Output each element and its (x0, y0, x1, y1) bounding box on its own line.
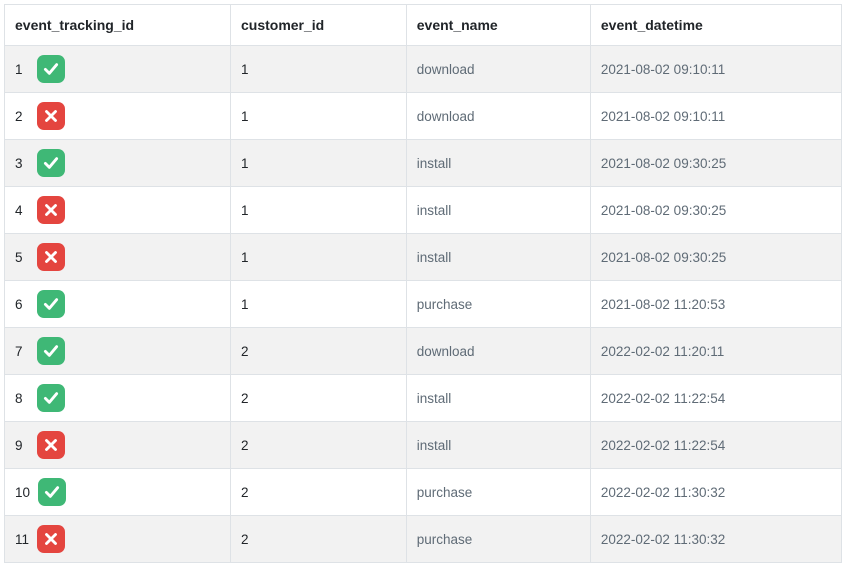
column-header-customer-id: customer_id (230, 5, 406, 46)
row-id: 11 (15, 532, 29, 547)
check-icon (38, 478, 66, 506)
cell-event-datetime: 2022-02-02 11:20:11 (590, 328, 841, 375)
cell-event-tracking-id: 3 (5, 140, 231, 187)
cell-event-datetime: 2022-02-02 11:22:54 (590, 375, 841, 422)
row-id: 2 (15, 109, 29, 124)
cell-event-name: purchase (406, 281, 590, 328)
cell-customer-id: 1 (230, 93, 406, 140)
table-row: 10 2purchase2022-02-02 11:30:32 (5, 469, 842, 516)
check-icon (37, 337, 65, 365)
cell-event-datetime: 2022-02-02 11:22:54 (590, 422, 841, 469)
row-id: 10 (15, 485, 30, 500)
cell-event-tracking-id: 6 (5, 281, 231, 328)
row-id: 4 (15, 203, 29, 218)
cell-event-name: purchase (406, 469, 590, 516)
cross-icon (37, 431, 65, 459)
cell-customer-id: 1 (230, 46, 406, 93)
cell-event-tracking-id: 4 (5, 187, 231, 234)
column-header-event-tracking-id: event_tracking_id (5, 5, 231, 46)
row-id: 5 (15, 250, 29, 265)
column-header-event-name: event_name (406, 5, 590, 46)
cell-event-tracking-id: 8 (5, 375, 231, 422)
cell-event-datetime: 2021-08-02 11:20:53 (590, 281, 841, 328)
table-row: 6 1purchase2021-08-02 11:20:53 (5, 281, 842, 328)
table-body: 11download2021-08-02 09:10:1121download2… (5, 46, 842, 563)
table-row: 2 1download2021-08-02 09:10:11 (5, 93, 842, 140)
cell-customer-id: 2 (230, 422, 406, 469)
cell-customer-id: 2 (230, 469, 406, 516)
cell-customer-id: 1 (230, 281, 406, 328)
row-id: 9 (15, 438, 29, 453)
cell-event-datetime: 2021-08-02 09:10:11 (590, 93, 841, 140)
events-table: event_tracking_id customer_id event_name… (4, 4, 842, 563)
cross-icon (37, 525, 65, 553)
cell-event-name: install (406, 234, 590, 281)
table-header: event_tracking_id customer_id event_name… (5, 5, 842, 46)
table-row: 8 2install2022-02-02 11:22:54 (5, 375, 842, 422)
cell-event-name: download (406, 328, 590, 375)
cell-event-name: install (406, 422, 590, 469)
cell-customer-id: 2 (230, 328, 406, 375)
cell-event-name: install (406, 140, 590, 187)
cell-event-tracking-id: 5 (5, 234, 231, 281)
cell-customer-id: 1 (230, 187, 406, 234)
cell-event-datetime: 2022-02-02 11:30:32 (590, 516, 841, 563)
cell-event-datetime: 2021-08-02 09:10:11 (590, 46, 841, 93)
table-row: 4 1install2021-08-02 09:30:25 (5, 187, 842, 234)
cell-event-name: purchase (406, 516, 590, 563)
table-row: 7 2download2022-02-02 11:20:11 (5, 328, 842, 375)
cross-icon (37, 243, 65, 271)
row-id: 6 (15, 297, 29, 312)
cell-event-tracking-id: 10 (5, 469, 231, 516)
cell-event-datetime: 2021-08-02 09:30:25 (590, 140, 841, 187)
row-id: 8 (15, 391, 29, 406)
column-header-event-datetime: event_datetime (590, 5, 841, 46)
row-id: 7 (15, 344, 29, 359)
cell-event-tracking-id: 7 (5, 328, 231, 375)
cell-event-datetime: 2022-02-02 11:30:32 (590, 469, 841, 516)
check-icon (37, 55, 65, 83)
check-icon (37, 290, 65, 318)
cell-event-tracking-id: 9 (5, 422, 231, 469)
cell-event-name: install (406, 187, 590, 234)
cell-customer-id: 1 (230, 234, 406, 281)
cell-customer-id: 2 (230, 516, 406, 563)
check-icon (37, 149, 65, 177)
cross-icon (37, 102, 65, 130)
cell-event-name: download (406, 46, 590, 93)
cell-customer-id: 2 (230, 375, 406, 422)
row-id: 1 (15, 62, 29, 77)
table-row: 5 1install2021-08-02 09:30:25 (5, 234, 842, 281)
cell-event-name: install (406, 375, 590, 422)
cell-event-datetime: 2021-08-02 09:30:25 (590, 234, 841, 281)
cell-customer-id: 1 (230, 140, 406, 187)
table-row: 9 2install2022-02-02 11:22:54 (5, 422, 842, 469)
cell-event-datetime: 2021-08-02 09:30:25 (590, 187, 841, 234)
row-id: 3 (15, 156, 29, 171)
cell-event-name: download (406, 93, 590, 140)
table-row: 11download2021-08-02 09:10:11 (5, 46, 842, 93)
cell-event-tracking-id: 2 (5, 93, 231, 140)
table-row: 3 1install2021-08-02 09:30:25 (5, 140, 842, 187)
cell-event-tracking-id: 11 (5, 516, 231, 563)
cross-icon (37, 196, 65, 224)
table-row: 11 2purchase2022-02-02 11:30:32 (5, 516, 842, 563)
cell-event-tracking-id: 1 (5, 46, 231, 93)
check-icon (37, 384, 65, 412)
